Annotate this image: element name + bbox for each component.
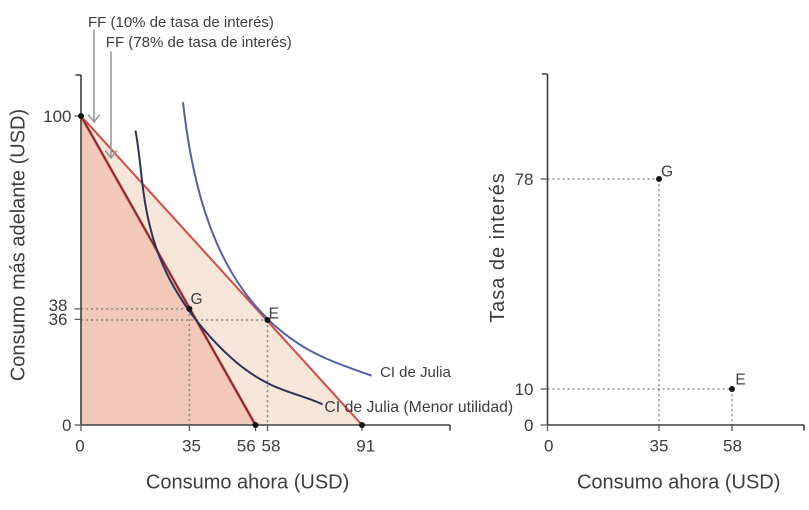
svg-text:0: 0 — [524, 416, 533, 435]
svg-text:FF (78% de tasa de interés): FF (78% de tasa de interés) — [106, 34, 292, 51]
svg-text:100: 100 — [43, 107, 71, 126]
svg-text:E: E — [269, 306, 279, 323]
svg-text:10: 10 — [515, 380, 534, 399]
svg-text:78: 78 — [515, 170, 534, 189]
svg-text:35: 35 — [650, 437, 669, 456]
svg-text:56: 56 — [237, 437, 256, 456]
svg-text:58: 58 — [723, 437, 742, 456]
svg-text:38: 38 — [49, 296, 68, 315]
svg-text:Consumo ahora (USD): Consumo ahora (USD) — [577, 472, 780, 494]
svg-text:FF (10% de tasa de interés): FF (10% de tasa de interés) — [88, 14, 274, 31]
svg-text:Consumo ahora (USD): Consumo ahora (USD) — [146, 472, 349, 494]
svg-text:58: 58 — [262, 437, 281, 456]
svg-text:CI de Julia (Menor utilidad): CI de Julia (Menor utilidad) — [324, 399, 513, 416]
svg-text:E: E — [735, 371, 745, 388]
svg-text:Consumo más adelante (USD): Consumo más adelante (USD) — [8, 109, 30, 381]
svg-text:36: 36 — [49, 310, 68, 329]
svg-text:0: 0 — [62, 416, 71, 435]
svg-text:0: 0 — [75, 437, 84, 456]
svg-text:G: G — [661, 164, 673, 181]
svg-text:G: G — [190, 291, 202, 308]
svg-text:35: 35 — [182, 437, 201, 456]
svg-text:Tasa de interés: Tasa de interés — [487, 172, 509, 323]
svg-text:0: 0 — [544, 437, 553, 456]
svg-text:91: 91 — [356, 437, 375, 456]
svg-text:CI de Julia: CI de Julia — [380, 364, 452, 381]
